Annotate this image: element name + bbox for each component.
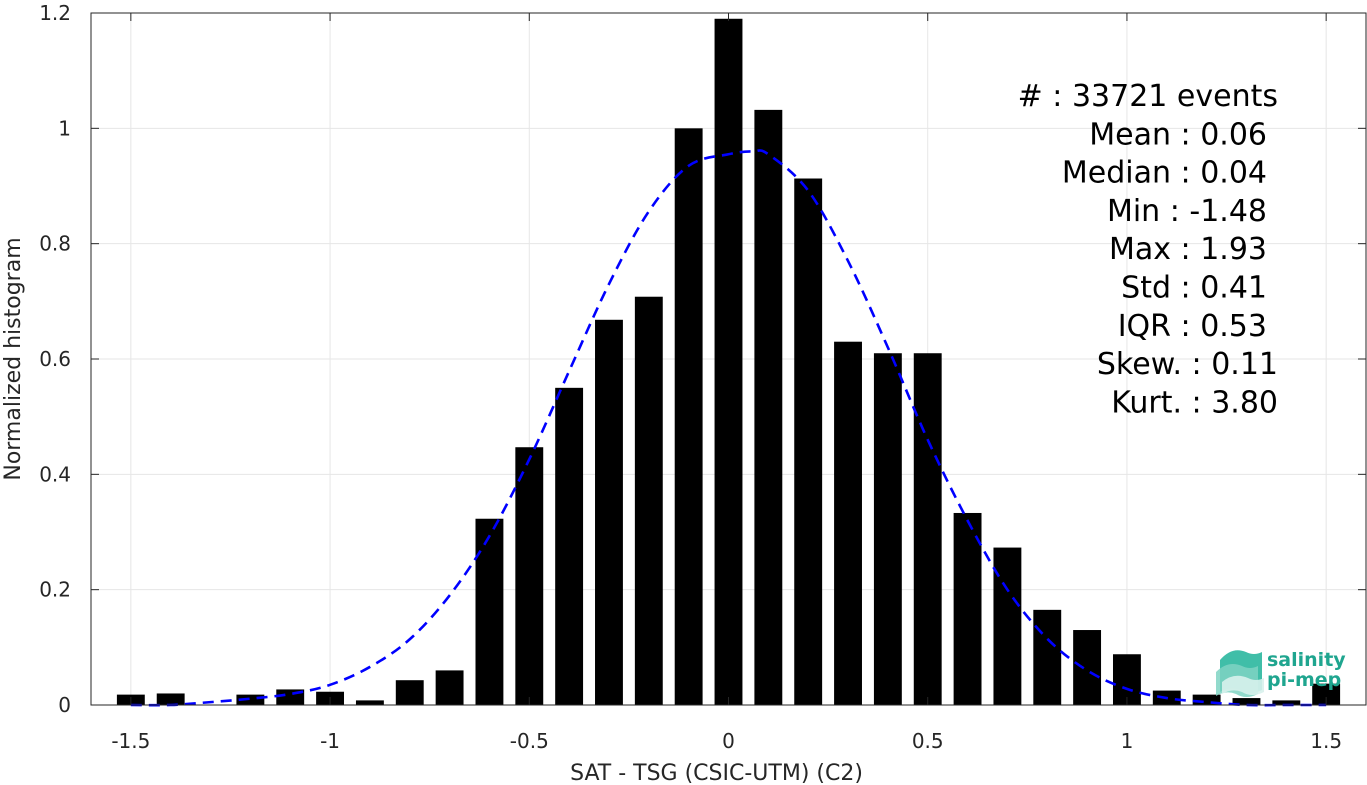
x-tick-labels: -1.5 -1 -0.5 0 0.5 1 1.5 (111, 729, 1342, 753)
stat-mean: Mean : 0.06 (1089, 117, 1267, 152)
histogram-bar (1192, 694, 1221, 705)
stat-skew: Skew. : 0.11 (1097, 347, 1278, 382)
histogram-bar (993, 547, 1022, 705)
y-axis-label: Normalized histogram (1, 237, 26, 480)
histogram-bar (236, 694, 265, 705)
stat-std: Std : 0.41 (1121, 271, 1267, 306)
stat-max: Max : 1.93 (1109, 232, 1267, 267)
histogram-bar (953, 512, 982, 705)
histogram-bar (515, 447, 544, 705)
histogram-bar (1033, 609, 1062, 705)
x-tick-label: 0.5 (912, 729, 944, 753)
y-tick-label: 0.2 (39, 578, 71, 602)
histogram-bar (156, 693, 185, 705)
x-tick-label: 0 (722, 729, 735, 753)
x-tick-label: -1.5 (111, 729, 150, 753)
histogram-bar (1073, 630, 1102, 705)
wave-icon (1216, 650, 1264, 697)
stats-box: # : 33721 events Mean : 0.06 Median : 0.… (1018, 79, 1278, 420)
histogram-bar (555, 387, 584, 705)
y-tick-label: 1.2 (39, 1, 71, 25)
histogram-bar (1232, 698, 1261, 705)
stat-min: Min : -1.48 (1107, 194, 1267, 229)
x-tick-label: 1 (1121, 729, 1134, 753)
histogram-bar (1112, 654, 1141, 705)
histogram-bar (674, 128, 703, 706)
histogram-bar (634, 296, 663, 705)
histogram-bar (794, 178, 823, 706)
histogram-bar (913, 353, 942, 705)
histogram-bar (1272, 700, 1301, 705)
histogram-bar (1312, 683, 1341, 705)
x-tick-label: -0.5 (510, 729, 549, 753)
y-tick-label: 1 (58, 116, 71, 140)
histogram-bar (395, 680, 424, 705)
histogram-bar (714, 18, 743, 706)
histogram-bar (435, 670, 464, 705)
y-tick-label: 0.6 (39, 347, 71, 371)
x-tick-label: 1.5 (1310, 729, 1342, 753)
y-tick-label: 0.8 (39, 232, 71, 256)
x-axis-label: SAT - TSG (CSIC-UTM) (C2) (570, 761, 863, 785)
y-tick-label: 0 (58, 693, 71, 717)
histogram-bar (873, 353, 902, 705)
stat-events: # : 33721 events (1018, 79, 1278, 114)
histogram-bar (355, 700, 384, 705)
stat-kurt: Kurt. : 3.80 (1111, 385, 1278, 420)
histogram-bar (475, 518, 504, 705)
stat-iqr: IQR : 0.53 (1118, 309, 1267, 344)
y-tick-labels: 0 0.2 0.4 0.6 0.8 1 1.2 (39, 1, 71, 717)
x-tick-label: -1 (320, 729, 340, 753)
histogram-bar (754, 109, 783, 705)
logo-line-2: pi-mep (1267, 669, 1341, 691)
fit-curve (130, 149, 1327, 707)
logo-line-1: salinity (1267, 649, 1346, 671)
y-tick-label: 0.4 (39, 462, 71, 486)
stat-median: Median : 0.04 (1062, 156, 1267, 191)
salinity-pi-mep-logo: salinity pi-mep (1216, 649, 1346, 697)
histogram-bar (595, 319, 623, 705)
histogram-bars (116, 18, 1341, 706)
histogram-bar (834, 341, 862, 705)
axis-ticks (91, 12, 1366, 706)
